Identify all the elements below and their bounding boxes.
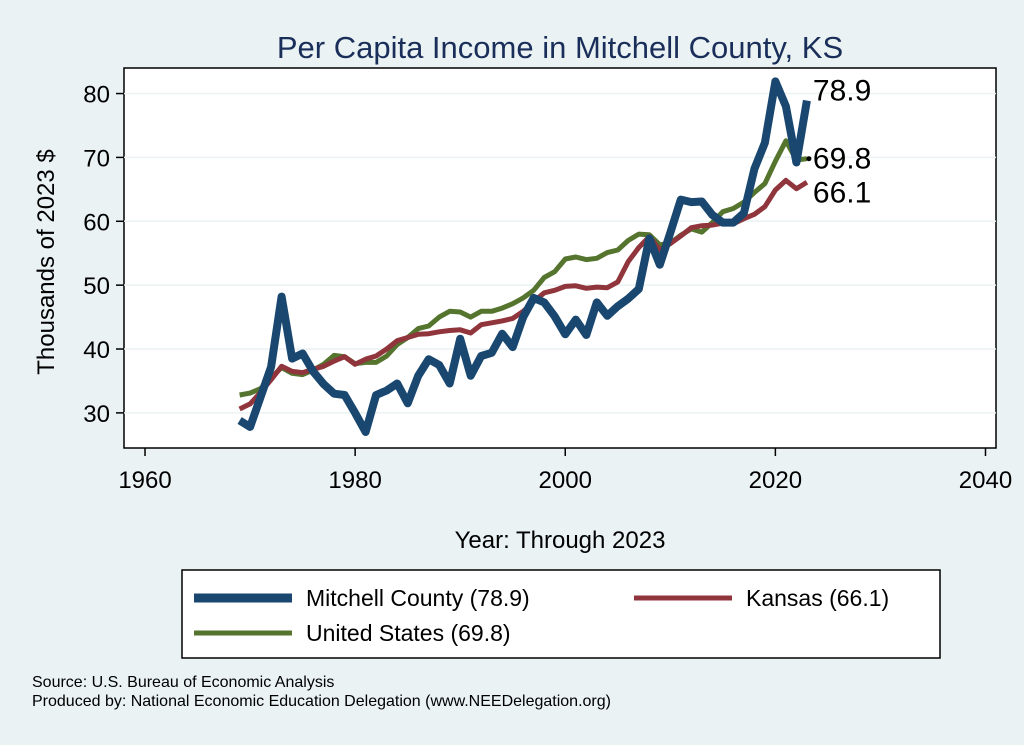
end-label-kansas: 66.1 <box>813 176 871 209</box>
y-axis: 30 40 50 60 70 80 <box>83 82 124 428</box>
end-label-mitchell-county: 78.9 <box>813 75 871 108</box>
x-tick-label-2020: 2020 <box>749 467 802 494</box>
x-tick-label-1980: 1980 <box>328 467 381 494</box>
x-axis-label: Year: Through 2023 <box>455 527 666 554</box>
x-tick-label-2000: 2000 <box>539 467 592 494</box>
end-marker-united-states <box>806 156 812 162</box>
y-tick-label-30: 30 <box>83 401 110 428</box>
y-tick-label-40: 40 <box>83 337 110 364</box>
legend-label-mitchell-county: Mitchell County (78.9) <box>306 585 530 611</box>
x-tick-label-2040: 2040 <box>959 467 1012 494</box>
produced-by-note: Produced by: National Economic Education… <box>32 693 611 710</box>
y-tick-label-60: 60 <box>83 209 110 236</box>
legend: Mitchell County (78.9) Kansas (66.1) Uni… <box>181 569 941 659</box>
y-tick-label-80: 80 <box>83 82 110 109</box>
x-tick-label-1960: 1960 <box>118 467 171 494</box>
y-axis-label: Thousands of 2023 $ <box>33 149 60 375</box>
y-tick-label-70: 70 <box>83 145 110 172</box>
legend-box <box>181 569 941 659</box>
end-label-united-states: 69.8 <box>813 143 871 176</box>
y-tick-label-50: 50 <box>83 273 110 300</box>
series-line-mitchell-county <box>237 77 811 436</box>
source-note: Source: U.S. Bureau of Economic Analysis <box>32 674 334 691</box>
gridlines <box>124 92 996 414</box>
series-lines <box>237 77 811 436</box>
x-axis: 1960 1980 2000 2020 2040 <box>118 448 1012 494</box>
legend-label-united-states: United States (69.8) <box>306 620 511 646</box>
legend-label-kansas: Kansas (66.1) <box>746 585 889 611</box>
chart-title: Per Capita Income in Mitchell County, KS <box>277 30 843 65</box>
end-labels: 78.9 66.169.8 <box>806 75 871 209</box>
